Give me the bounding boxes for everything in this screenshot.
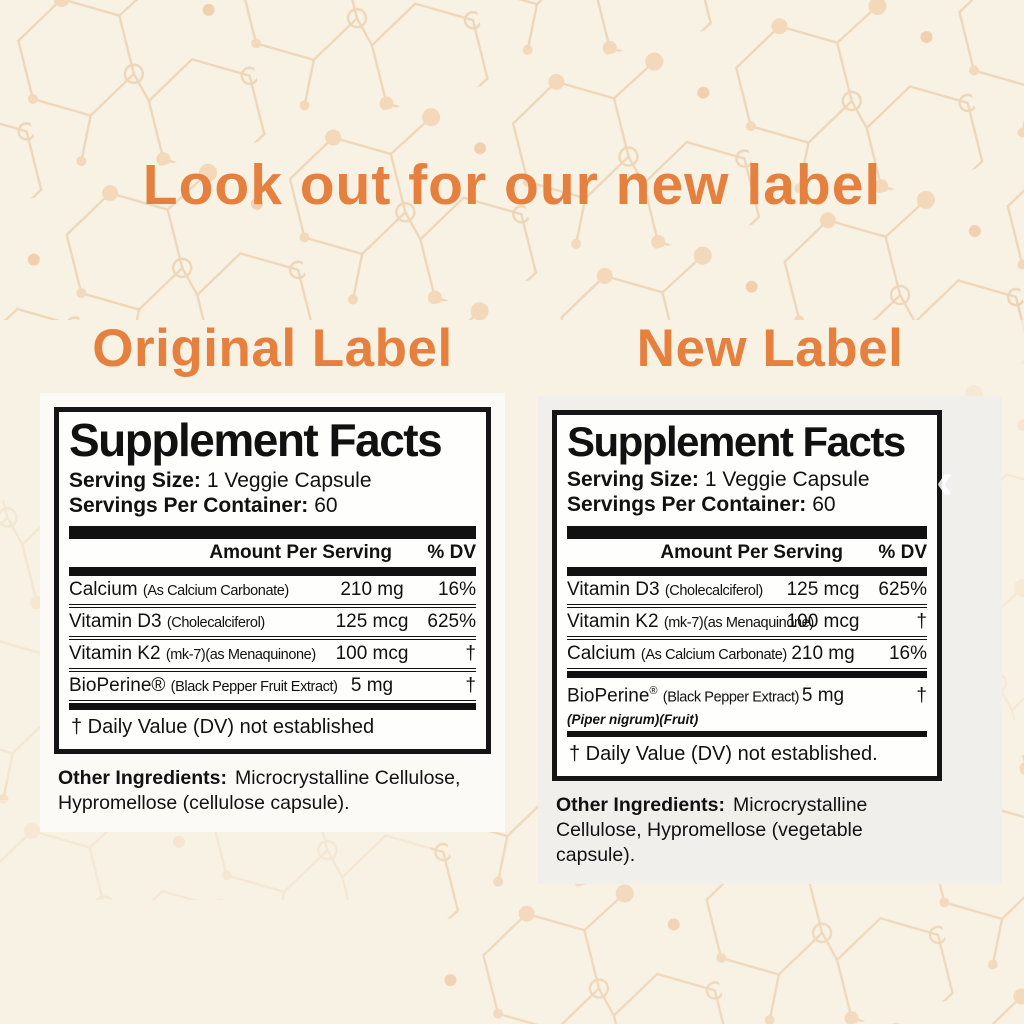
ingredient-amount: 5 mg xyxy=(801,684,845,706)
supplement-facts-title: Supplement Facts xyxy=(567,418,906,465)
ingredient-amount: 210 mg xyxy=(340,579,404,601)
serving-info: Serving Size: 1 Veggie Capsule Servings P… xyxy=(567,467,927,517)
divider-bar xyxy=(567,671,927,678)
ingredient-dv: † xyxy=(916,684,927,706)
ingredient-amount: 5 mg xyxy=(350,675,394,697)
servings-per-container-line: Servings Per Container: 60 xyxy=(567,492,927,517)
servings-per-container-line: Servings Per Container: 60 xyxy=(69,493,476,518)
ingredient-dv: † xyxy=(465,643,476,665)
ingredient-dv: † xyxy=(916,610,927,632)
divider-bar xyxy=(69,567,476,577)
servings-label: Servings Per Container: xyxy=(567,493,807,517)
dv-header: % DV xyxy=(427,542,476,564)
ingredient-amount: 125 mcg xyxy=(786,578,860,600)
ingredient-dv: 16% xyxy=(437,579,476,601)
ingredient-name: Vitamin K2 (mk-7)(as Menaquinone) xyxy=(567,610,814,632)
serving-size-line: Serving Size: 1 Veggie Capsule xyxy=(69,468,476,493)
column-header-row: Amount Per Serving % DV xyxy=(69,542,476,567)
new-supplement-facts-panel: Supplement Facts Serving Size: 1 Veggie C… xyxy=(552,410,942,781)
servings-value: 60 xyxy=(812,493,836,517)
serving-size-label: Serving Size: xyxy=(69,469,201,493)
chevron-left-icon: ‹ xyxy=(936,452,954,510)
servings-label: Servings Per Container: xyxy=(69,494,309,518)
ingredient-name: Calcium (As Calcium Carbonate) xyxy=(69,579,289,601)
supplement-facts-title: Supplement Facts xyxy=(69,414,443,466)
dv-footnote: † Daily Value (DV) not established xyxy=(71,716,375,739)
ingredient-amount: 100 mcg xyxy=(786,610,860,632)
divider-bar xyxy=(69,526,476,540)
dv-header: % DV xyxy=(878,541,927,563)
new-label-heading: New Label xyxy=(636,319,904,378)
table-row-vitamin-k2: Vitamin K2 (mk-7)(as Menaquinone) 100 mc… xyxy=(69,640,476,673)
ingredient-dv: 625% xyxy=(427,611,476,633)
table-row-bioperine: BioPerine® (Black Pepper Fruit Extract) … xyxy=(69,672,476,705)
other-ingredients-label: Other Ingredients: xyxy=(58,767,228,790)
serving-size-value: 1 Veggie Capsule xyxy=(704,468,870,492)
divider-bar xyxy=(69,704,476,711)
ingredient-name: BioPerine® (Black Pepper Extract) (Piper … xyxy=(567,684,800,727)
other-ingredients-label: Other Ingredients: xyxy=(556,793,726,816)
other-ingredients: Other Ingredients: Microcrystalline Cellu… xyxy=(58,766,487,816)
original-supplement-facts-panel: Supplement Facts Serving Size: 1 Veggie C… xyxy=(54,407,491,755)
amount-per-serving-header: Amount Per Serving xyxy=(209,542,392,564)
divider-bar xyxy=(567,525,927,539)
table-row-calcium: Calcium (As Calcium Carbonate) 210 mg 16… xyxy=(567,640,927,672)
serving-info: Serving Size: 1 Veggie Capsule Servings P… xyxy=(69,468,476,518)
serving-size-value: 1 Veggie Capsule xyxy=(206,469,372,493)
ingredient-name: Vitamin D3 (Cholecalciferol) xyxy=(567,578,763,600)
original-label-card: Supplement Facts Serving Size: 1 Veggie C… xyxy=(40,393,505,833)
ingredient-dv: 625% xyxy=(878,578,927,600)
table-row-bioperine: BioPerine® (Black Pepper Extract) (Piper … xyxy=(567,678,927,731)
serving-size-line: Serving Size: 1 Veggie Capsule xyxy=(567,467,927,492)
page-title: Look out for our new label xyxy=(142,153,882,217)
new-label-card: Supplement Facts Serving Size: 1 Veggie C… xyxy=(538,396,1002,884)
other-ingredients: Other Ingredients: Microcrystalline Cellu… xyxy=(556,793,938,868)
ingredient-name: Vitamin K2 (mk-7)(as Menaquinone) xyxy=(69,643,316,665)
original-label-heading: Original Label xyxy=(92,319,453,378)
dv-footnote: † Daily Value (DV) not established. xyxy=(569,742,878,765)
servings-value: 60 xyxy=(314,494,338,518)
divider-bar xyxy=(567,730,927,737)
amount-per-serving-header: Amount Per Serving xyxy=(660,541,843,563)
column-header-row: Amount Per Serving % DV xyxy=(567,542,927,567)
divider-bar xyxy=(567,566,927,576)
ingredient-amount: 125 mcg xyxy=(335,611,409,633)
ingredient-amount: 210 mg xyxy=(791,642,855,664)
ingredient-name: Calcium (As Calcium Carbonate) xyxy=(567,642,787,664)
other-ingredients-value: Microcrystalline Cellulose, Hypromellose… xyxy=(58,767,461,815)
ingredient-name: BioPerine® (Black Pepper Fruit Extract) xyxy=(69,675,338,697)
ingredient-latin-name: (Piper nigrum)(Fruit) xyxy=(567,711,699,727)
other-ingredients-value: Microcrystalline Cellulose, Hypromellose… xyxy=(556,793,868,866)
table-row-vitamin-k2: Vitamin K2 (mk-7)(as Menaquinone) 100 mc… xyxy=(567,608,927,640)
table-row-vitamin-d3: Vitamin D3 (Cholecalciferol) 125 mcg 625… xyxy=(567,576,927,608)
table-row-vitamin-d3: Vitamin D3 (Cholecalciferol) 125 mcg 625… xyxy=(69,608,476,641)
table-row-calcium: Calcium (As Calcium Carbonate) 210 mg 16… xyxy=(69,576,476,609)
ingredient-name: Vitamin D3 (Cholecalciferol) xyxy=(69,611,265,633)
ingredient-dv: † xyxy=(465,675,476,697)
serving-size-label: Serving Size: xyxy=(567,468,699,492)
ingredient-dv: 16% xyxy=(888,642,927,664)
ingredient-amount: 100 mcg xyxy=(335,643,409,665)
